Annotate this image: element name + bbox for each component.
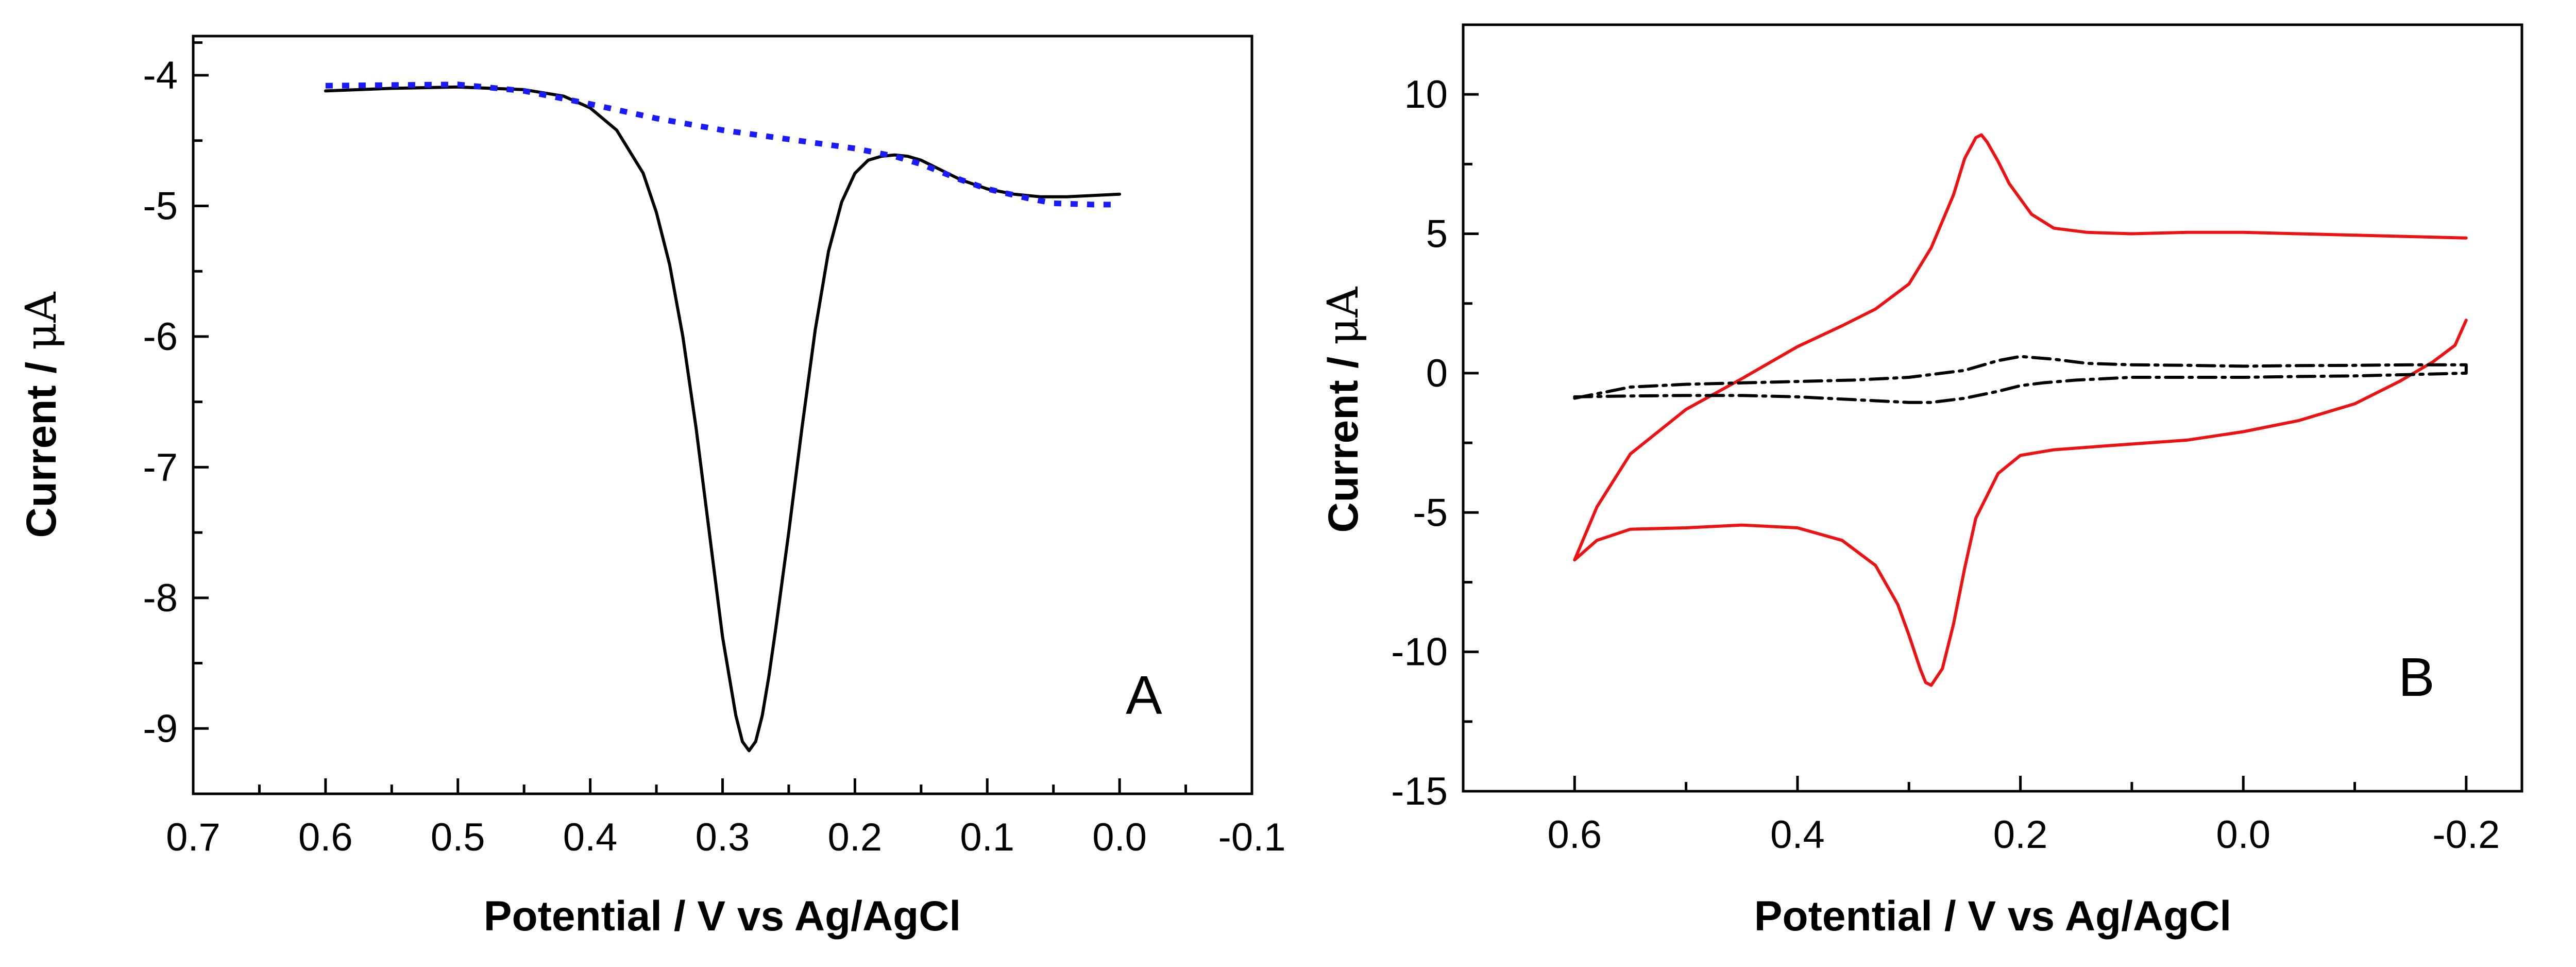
panel-b-series-line-1 [1573, 133, 2468, 687]
panel-a-xtick-label: 0.7 [166, 815, 221, 859]
panel-b-xtick-label: 0.0 [2216, 813, 2270, 857]
panel-b-ylabel-unit: μA [1319, 286, 1368, 345]
panel-a-xtick-label: 0.6 [298, 815, 353, 859]
panel-a-ytick-label: -6 [143, 315, 178, 359]
panel-b-xtick-label: 0.6 [1547, 813, 1602, 857]
panel-a-xtick-label: 0.2 [828, 815, 883, 859]
panel-a-xtick-label: -0.1 [1218, 815, 1286, 859]
panel-a-series [324, 81, 1122, 753]
panel-a-ytick-label: -4 [143, 54, 178, 97]
panel-a: 0.7 0.6 0.5 0.4 0.3 0.2 0.1 0.0 -0.1 -4 -5 -6 -7 -8 -9… [17, 35, 1286, 940]
panel-a-frame [192, 35, 1253, 795]
panel-b-label: B [2398, 647, 2435, 708]
panel-b-series [1573, 133, 2468, 687]
panel-b-xtick-label: -0.2 [2432, 813, 2500, 857]
panel-b-xtick-label: 0.2 [1993, 813, 2048, 857]
panel-b-ytick-label: 0 [1426, 352, 1448, 395]
panel-a-series-line-2 [325, 81, 1120, 208]
panel-a-xtick-label: 0.1 [960, 815, 1014, 859]
panel-a-ytick-label: -8 [143, 576, 178, 620]
panel-a-series-line-1 [324, 85, 1122, 753]
panel-b-ytick-label: -15 [1391, 770, 1448, 813]
panel-b-ytick-label: -5 [1413, 491, 1448, 535]
panel-a-xlabel: Potential / V vs Ag/AgCl [484, 893, 961, 940]
panel-b-ytick-label: 5 [1426, 212, 1448, 256]
panel-a-ytick-label: -5 [143, 184, 178, 228]
panel-a-xtick-label: 0.4 [563, 815, 618, 859]
panel-b-ytick-label: 10 [1404, 73, 1448, 116]
panel-a-xtick-label: 0.0 [1092, 815, 1147, 859]
panel-a-label: A [1126, 665, 1162, 726]
panel-a-ylabel-unit: μA [17, 291, 66, 350]
panel-b-xlabel: Potential / V vs Ag/AgCl [1754, 893, 2231, 940]
panel-a-xtick-label: 0.5 [431, 815, 485, 859]
panel-b-ylabel: Current / μA [1319, 286, 1368, 533]
panel-a-ylabel-text: Current / [18, 350, 65, 538]
panel-a-ytick-label: -9 [143, 707, 178, 751]
panel-b: 0.6 0.4 0.2 0.0 -0.2 10 5 0 -5 -10 -15 Potential /… [1319, 23, 2523, 940]
panel-a-ylabel: Current / μA [17, 291, 66, 538]
panel-a-ytick-label: -7 [143, 445, 178, 489]
panel-b-xtick-label: 0.4 [1770, 813, 1825, 857]
panel-a-xtick-label: 0.3 [696, 815, 750, 859]
panel-b-ytick-label: -10 [1391, 630, 1448, 674]
panel-b-ylabel-text: Current / [1320, 345, 1367, 532]
panel-b-ticks: 0.6 0.4 0.2 0.0 -0.2 10 5 0 -5 -10 -15 [1391, 73, 2500, 857]
panel-b-frame [1462, 23, 2523, 793]
panel-a-ticks: 0.7 0.6 0.5 0.4 0.3 0.2 0.1 0.0 -0.1 -4 -5 -6 -7 -8 -9 [143, 41, 1286, 859]
panel-b-series-line-2 [1573, 355, 2468, 404]
